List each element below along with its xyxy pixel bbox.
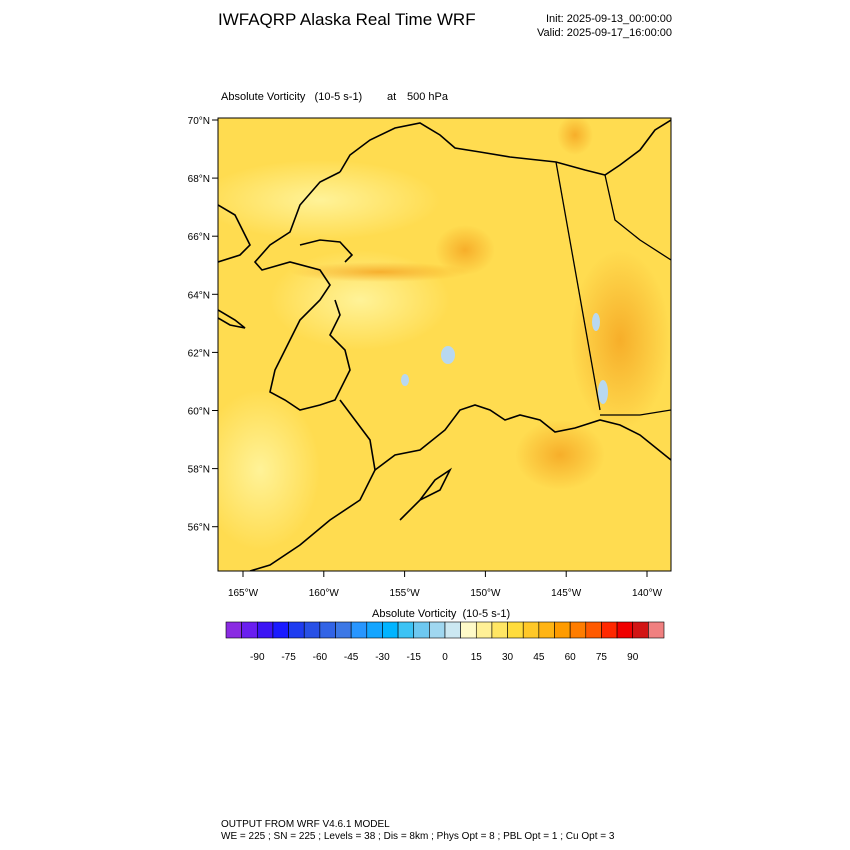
colorbar-box [601,621,618,639]
colorbar-box [272,621,289,639]
colorbar-box [648,621,665,639]
colorbar-tick-label: 75 [596,652,608,663]
colorbar-box [444,621,461,639]
colorbar-box [366,621,383,639]
colorbar-tick-label: 45 [533,652,545,663]
colorbar-tick-label: -90 [250,652,265,663]
colorbar: -90 -75 -60 -45 -30 -15 0 15 30 45 60 75 90 [225,621,665,663]
colorbar-box [303,621,321,639]
colorbar-box [382,621,399,639]
colorbar-box [225,621,242,639]
colorbar-tick-label: 90 [627,652,639,663]
field-area [598,380,608,404]
field-area [218,390,320,550]
colorbar-box [429,621,446,639]
lat-label: 68°N [188,174,210,185]
colorbar-tick-label: -15 [406,652,421,663]
colorbar-box [554,621,571,639]
colorbar-box [569,621,587,639]
colorbar-tick-label: 0 [442,652,448,663]
field-name: Absolute Vorticity (10-5 s-1) [221,91,362,103]
lon-label: 145°W [551,588,582,599]
init-time: Init: 2025-09-13_00:00:00 [546,13,672,25]
colorbar-box [413,621,430,639]
map-frame [217,117,672,572]
lon-label: 150°W [470,588,501,599]
borders [555,161,671,416]
field-area [592,313,600,331]
footer-line: WE = 225 ; SN = 225 ; Levels = 38 ; Dis … [221,831,615,842]
field-area [401,374,409,386]
colorbar-box [288,621,305,639]
colorbar-tick-label: -30 [375,652,390,663]
footer-line: OUTPUT FROM WRF V4.6.1 MODEL [221,819,390,830]
colorbar-box [319,621,336,639]
field-area [570,250,670,430]
colorbar-box [397,621,415,639]
colorbar-box [616,621,634,639]
lat-label: 66°N [188,232,210,243]
colorbar-tick-label: -75 [281,652,296,663]
colorbar-tick-label: 60 [565,652,577,663]
colorbar-box [350,621,368,639]
valid-time: Valid: 2025-09-17_16:00:00 [537,27,672,39]
colorbar-tick-label: 15 [471,652,483,663]
lon-label: 155°W [390,588,421,599]
axis-labels: 70°N 68°N 66°N 64°N 62°N 60°N 58°N 56°N 165°W 160… [188,116,663,599]
title: IWFAQRP Alaska Real Time WRF [218,10,476,29]
colorbar-box [241,621,258,639]
field-area [557,118,593,155]
lon-label: 160°W [309,588,340,599]
lat-label: 70°N [188,116,210,127]
lon-label: 140°W [632,588,663,599]
field-area [290,262,470,282]
colorbar-box [335,621,352,639]
lat-label: 56°N [188,523,210,534]
colorbar-box [538,621,555,639]
coastlines [218,119,671,571]
colorbar-box [460,621,477,639]
field-area [218,160,440,240]
field-area [435,225,495,275]
lat-label: 60°N [188,407,210,418]
colorbar-box [475,621,493,639]
lat-label: 58°N [188,465,210,476]
colorbar-box [522,621,540,639]
lat-label: 64°N [188,290,210,301]
colorbar-title: Absolute Vorticity (10-5 s-1) [372,608,510,620]
map [218,118,671,571]
colorbar-box [491,621,508,639]
lat-label: 62°N [188,348,210,359]
colorbar-tick-label: 30 [502,652,514,663]
colorbar-tick-label: -45 [344,652,359,663]
level-prefix: at [387,91,396,103]
colorbar-box [507,621,524,639]
level: 500 hPa [407,91,449,103]
lon-label: 165°W [228,588,259,599]
colorbar-tick-label: -60 [313,652,328,663]
field-area [441,346,455,364]
colorbar-box [585,621,602,639]
colorbar-box [632,621,649,639]
colorbar-box [256,621,274,639]
field-area [515,420,605,490]
